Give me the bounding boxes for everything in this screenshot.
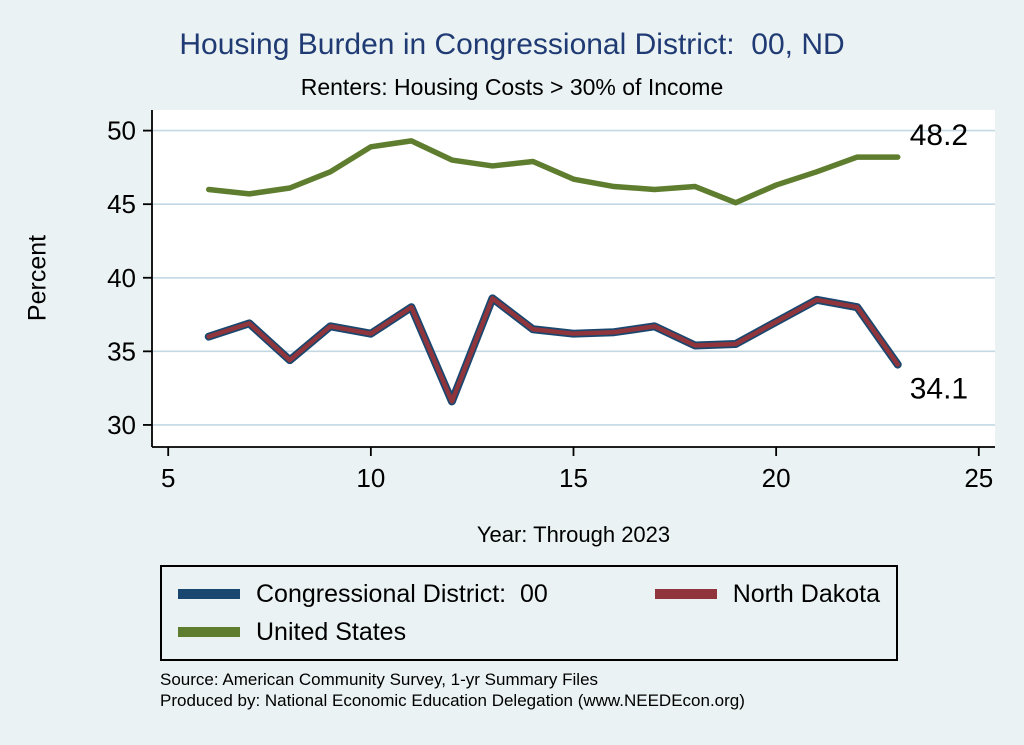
produced-by-line: Produced by: National Economic Education… bbox=[160, 690, 745, 710]
y-tick-label: 35 bbox=[107, 336, 136, 366]
chart-subtitle: Renters: Housing Costs > 30% of Income bbox=[300, 74, 724, 100]
legend-swatch-congressional-district bbox=[178, 589, 240, 599]
plot-area: 30 35 40 45 50 5 10 15 20 25 34.1 48.2 bbox=[107, 110, 995, 493]
x-axis-label: Year: Through 2023 bbox=[476, 522, 671, 547]
source-line: Source: American Community Survey, 1-yr … bbox=[160, 670, 599, 689]
legend-item-congressional-district: Congressional District: 00 bbox=[178, 580, 655, 609]
legend-row: Congressional District: 00 North Dakota bbox=[178, 575, 880, 613]
legend-swatch-north-dakota bbox=[654, 589, 717, 599]
x-tick-label: 20 bbox=[762, 463, 791, 493]
x-tick-label: 10 bbox=[356, 463, 385, 493]
legend-item-north-dakota: North Dakota bbox=[654, 579, 880, 609]
legend: Congressional District: 00 North Dakota … bbox=[160, 565, 898, 661]
legend-label-north-dakota: North Dakota bbox=[732, 579, 880, 608]
legend-label-congressional-district: Congressional District: 00 bbox=[256, 579, 548, 608]
x-tick-label: 15 bbox=[559, 463, 588, 493]
series-line-united-states bbox=[205, 138, 901, 206]
series-line-north-dakota bbox=[206, 296, 900, 404]
footer: Source: American Community Survey, 1-yr … bbox=[160, 670, 745, 711]
y-tick-label: 45 bbox=[107, 189, 136, 219]
y-tick-label: 30 bbox=[107, 410, 136, 440]
y-tick-label: 50 bbox=[107, 116, 136, 146]
x-tick-label: 25 bbox=[964, 463, 993, 493]
x-tick-label: 5 bbox=[161, 463, 175, 493]
legend-item-united-states: United States bbox=[178, 618, 668, 647]
legend-row: United States bbox=[178, 613, 880, 651]
end-value-label: 34.1 bbox=[910, 373, 968, 406]
chart-title: Housing Burden in Congressional District… bbox=[179, 28, 845, 61]
legend-label-united-states: United States bbox=[256, 617, 407, 646]
y-tick-label: 40 bbox=[107, 263, 136, 293]
end-value-label: 48.2 bbox=[910, 119, 968, 152]
legend-swatch-united-states bbox=[178, 627, 240, 637]
